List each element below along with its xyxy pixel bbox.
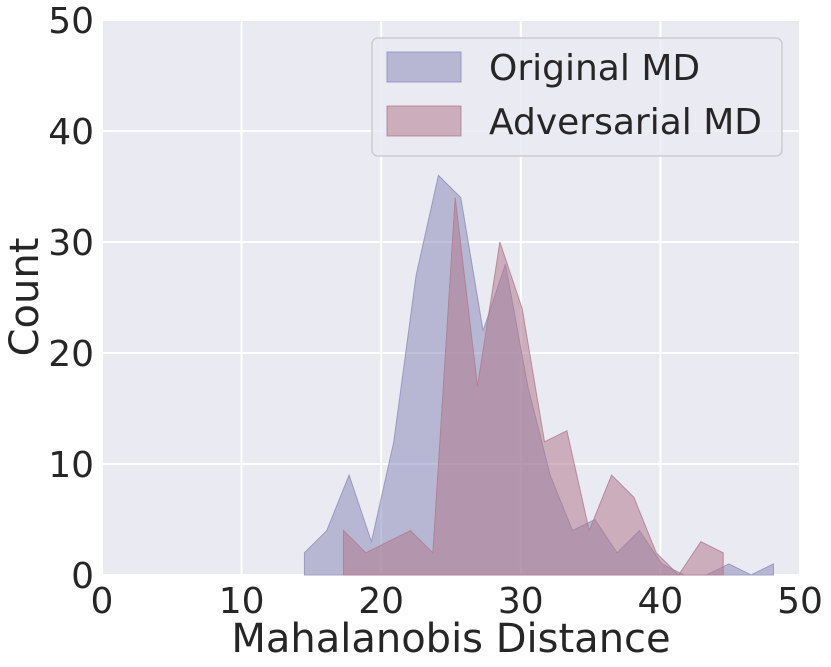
legend-swatch-1: [386, 51, 462, 83]
y-tick-label: 40: [48, 112, 94, 153]
series-area-2: [343, 197, 724, 576]
legend-swatch-2: [386, 105, 462, 137]
legend-label-2: Adversarial MD: [489, 102, 762, 143]
legend-label-1: Original MD: [489, 48, 700, 89]
y-tick-label: 30: [48, 223, 94, 264]
legend: Original MD Adversarial MD: [371, 37, 783, 157]
y-tick-label: 10: [48, 445, 94, 486]
y-tick-label: 0: [71, 556, 94, 597]
x-tick-label: 0: [91, 581, 114, 622]
x-axis-label: Mahalanobis Distance: [231, 616, 670, 662]
y-axis-label: Count: [2, 238, 48, 357]
x-tick-label: 40: [637, 581, 683, 622]
tick-labels: 0 10 20 30 40 50 0 10 20 30 40 50: [48, 1, 823, 622]
legend-box: [371, 37, 783, 157]
x-tick-label: 50: [777, 581, 823, 622]
y-tick-label: 50: [48, 1, 94, 42]
y-tick-label: 20: [48, 334, 94, 375]
series-layer: [303, 174, 774, 576]
x-tick-label: 30: [498, 581, 544, 622]
x-tick-label: 10: [219, 581, 265, 622]
x-tick-label: 20: [358, 581, 404, 622]
